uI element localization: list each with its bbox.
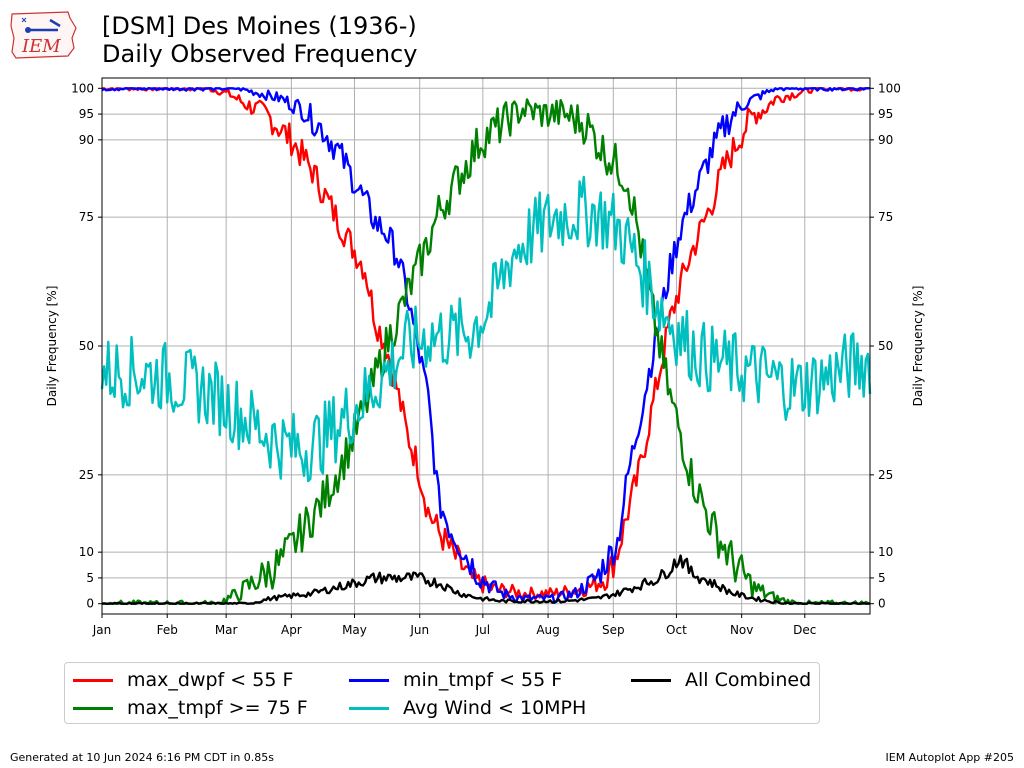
y-axis-label-left: Daily Frequency [%] [45,286,59,407]
legend-item-max-tmpf: max_tmpf >= 75 F [73,695,308,721]
x-tick-label: Oct [666,623,687,637]
legend-swatch [349,706,389,710]
x-tick-label: Jul [475,623,490,637]
legend-swatch [631,678,671,682]
y-tick-label-left: 75 [79,210,94,224]
legend-label: max_dwpf < 55 F [127,669,294,691]
x-tick-label: May [342,623,367,637]
legend-label: Avg Wind < 10MPH [403,697,587,719]
series-line-3 [100,175,872,483]
x-tick-label: Dec [793,623,816,637]
series-lines [100,87,872,605]
legend-swatch [73,706,113,710]
series-line-0 [101,87,870,601]
x-tick-label: Feb [157,623,178,637]
y-tick-label-right: 90 [878,133,893,147]
legend-label: All Combined [685,669,812,691]
chart-legend: max_dwpf < 55 F max_tmpf >= 75 F min_tmp… [64,662,820,724]
y-tick-label-right: 100 [878,81,901,95]
chart-title-block: [DSM] Des Moines (1936-) Daily Observed … [102,12,417,68]
chart-subtitle: Daily Observed Frequency [102,40,418,68]
series-line-2 [102,98,871,605]
y-axis-label-right: Daily Frequency [%] [911,286,925,407]
x-tick-label: Aug [536,623,559,637]
legend-swatch [349,678,389,682]
legend-item-min-tmpf: min_tmpf < 55 F [349,667,562,693]
y-tick-label-left: 100 [71,81,94,95]
x-tick-label: Sep [602,623,625,637]
x-tick-label: Mar [215,623,238,637]
y-tick-label-left: 95 [79,107,94,121]
chart-title: [DSM] Des Moines (1936-) [102,12,417,40]
legend-swatch [73,678,113,682]
x-tick-label: Jun [409,623,429,637]
y-tick-label-left: 90 [79,133,94,147]
y-tick-label-right: 10 [878,545,893,559]
x-tick-label: Jan [92,623,112,637]
legend-item-max-dwpf: max_dwpf < 55 F [73,667,293,693]
axis-ticks: 0 0 5 5 10 10 25 25 50 50 75 75 90 90 95 95 100 100 Jan Feb… [71,81,901,637]
y-tick-label-left: 5 [86,571,94,585]
y-tick-label-left: 10 [79,545,94,559]
y-tick-label-left: 50 [79,339,94,353]
series-line-1 [101,87,870,604]
y-tick-label-right: 75 [878,210,893,224]
y-tick-label-right: 25 [878,468,893,482]
logo-text: IEM [22,36,61,57]
series-line-4 [101,554,871,605]
y-tick-label-left: 25 [79,468,94,482]
x-tick-label: Nov [730,623,753,637]
y-tick-label-right: 95 [878,107,893,121]
line-chart: 0 0 5 5 10 10 25 25 50 50 75 75 90 90 95 95 100 100 Jan Feb… [45,77,925,637]
y-tick-label-right: 0 [878,597,886,611]
legend-label: max_tmpf >= 75 F [127,697,308,719]
footer-generated: Generated at 10 Jun 2024 6:16 PM CDT in … [10,751,275,764]
iem-logo: IEM [8,8,80,62]
y-tick-label-right: 50 [878,339,893,353]
y-tick-label-left: 0 [86,597,94,611]
y-tick-label-right: 5 [878,571,886,585]
x-tick-label: Apr [281,623,302,637]
legend-item-all-combined: All Combined [631,667,811,693]
legend-item-avg-wind: Avg Wind < 10MPH [349,695,586,721]
legend-label: min_tmpf < 55 F [403,669,563,691]
footer-app-id: IEM Autoplot App #205 [885,751,1015,764]
iowa-state-icon [10,11,77,59]
